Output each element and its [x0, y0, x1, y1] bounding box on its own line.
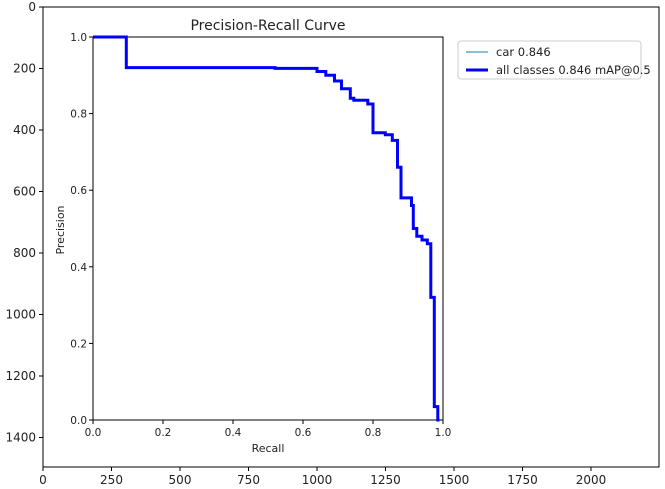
- x-tick-label: 0.6: [295, 427, 312, 439]
- y-tick-label: 0.4: [70, 262, 87, 274]
- outer-x-ticks: 0 250 500 750 1000 1250 1500 1750 2000: [39, 467, 606, 487]
- x-axis-label: Recall: [252, 442, 285, 455]
- y-tick-label: 0.0: [70, 415, 87, 427]
- y-axis-label: Precision: [54, 205, 67, 254]
- outer-y-tick-label: 1000: [5, 308, 36, 322]
- y-tick-label: 0.8: [70, 109, 87, 121]
- legend-box: [457, 40, 642, 80]
- outer-y-tick-label: 400: [13, 123, 36, 137]
- x-tick-label: 0.8: [365, 427, 382, 439]
- outer-x-tick-label: 1250: [370, 473, 401, 487]
- y-tick-label: 0.2: [70, 338, 87, 350]
- outer-x-tick-label: 1000: [302, 473, 333, 487]
- outer-x-tick-label: 1750: [507, 473, 538, 487]
- y-tick-label: 1.0: [70, 32, 87, 44]
- chart-title: Precision-Recall Curve: [190, 18, 345, 34]
- legend-label-car: car 0.846: [496, 45, 551, 59]
- outer-x-tick-label: 0: [39, 473, 47, 487]
- series-line-car: [93, 36, 440, 421]
- outer-y-tick-label: 1400: [5, 431, 36, 445]
- x-tick-label: 0.4: [225, 427, 242, 439]
- outer-x-tick-label: 750: [237, 473, 260, 487]
- legend: car 0.846 all classes 0.846 mAP@0.5: [457, 40, 651, 80]
- outer-y-tick-label: 200: [13, 62, 36, 76]
- x-tick-label: 0.0: [85, 427, 102, 439]
- series-line-all-classes: [93, 35, 440, 422]
- inner-y-ticks: 0.0 0.2 0.4 0.6 0.8 1.0: [70, 32, 93, 427]
- outer-axes-frame: [42, 6, 660, 468]
- outer-y-tick-label: 1200: [5, 369, 36, 383]
- outer-x-tick-label: 2000: [576, 473, 607, 487]
- outer-x-tick-label: 500: [169, 473, 192, 487]
- y-tick-label: 0.6: [70, 185, 87, 197]
- series-lines: [93, 35, 440, 422]
- inner-x-ticks: 0.0 0.2 0.4 0.6 0.8 1.0: [85, 420, 452, 439]
- outer-x-tick-label: 1500: [439, 473, 470, 487]
- outer-y-tick-label: 600: [13, 185, 36, 199]
- x-tick-label: 1.0: [435, 427, 452, 439]
- legend-label-all-classes: all classes 0.846 mAP@0.5: [496, 63, 651, 77]
- outer-y-ticks: 0 200 400 600 800 1000 1200 1400: [5, 0, 43, 445]
- inner-axes-frame: [92, 36, 444, 421]
- x-tick-label: 0.2: [155, 427, 172, 439]
- outer-y-tick-label: 0: [28, 0, 36, 14]
- outer-x-tick-label: 250: [100, 473, 123, 487]
- outer-y-tick-label: 800: [13, 246, 36, 260]
